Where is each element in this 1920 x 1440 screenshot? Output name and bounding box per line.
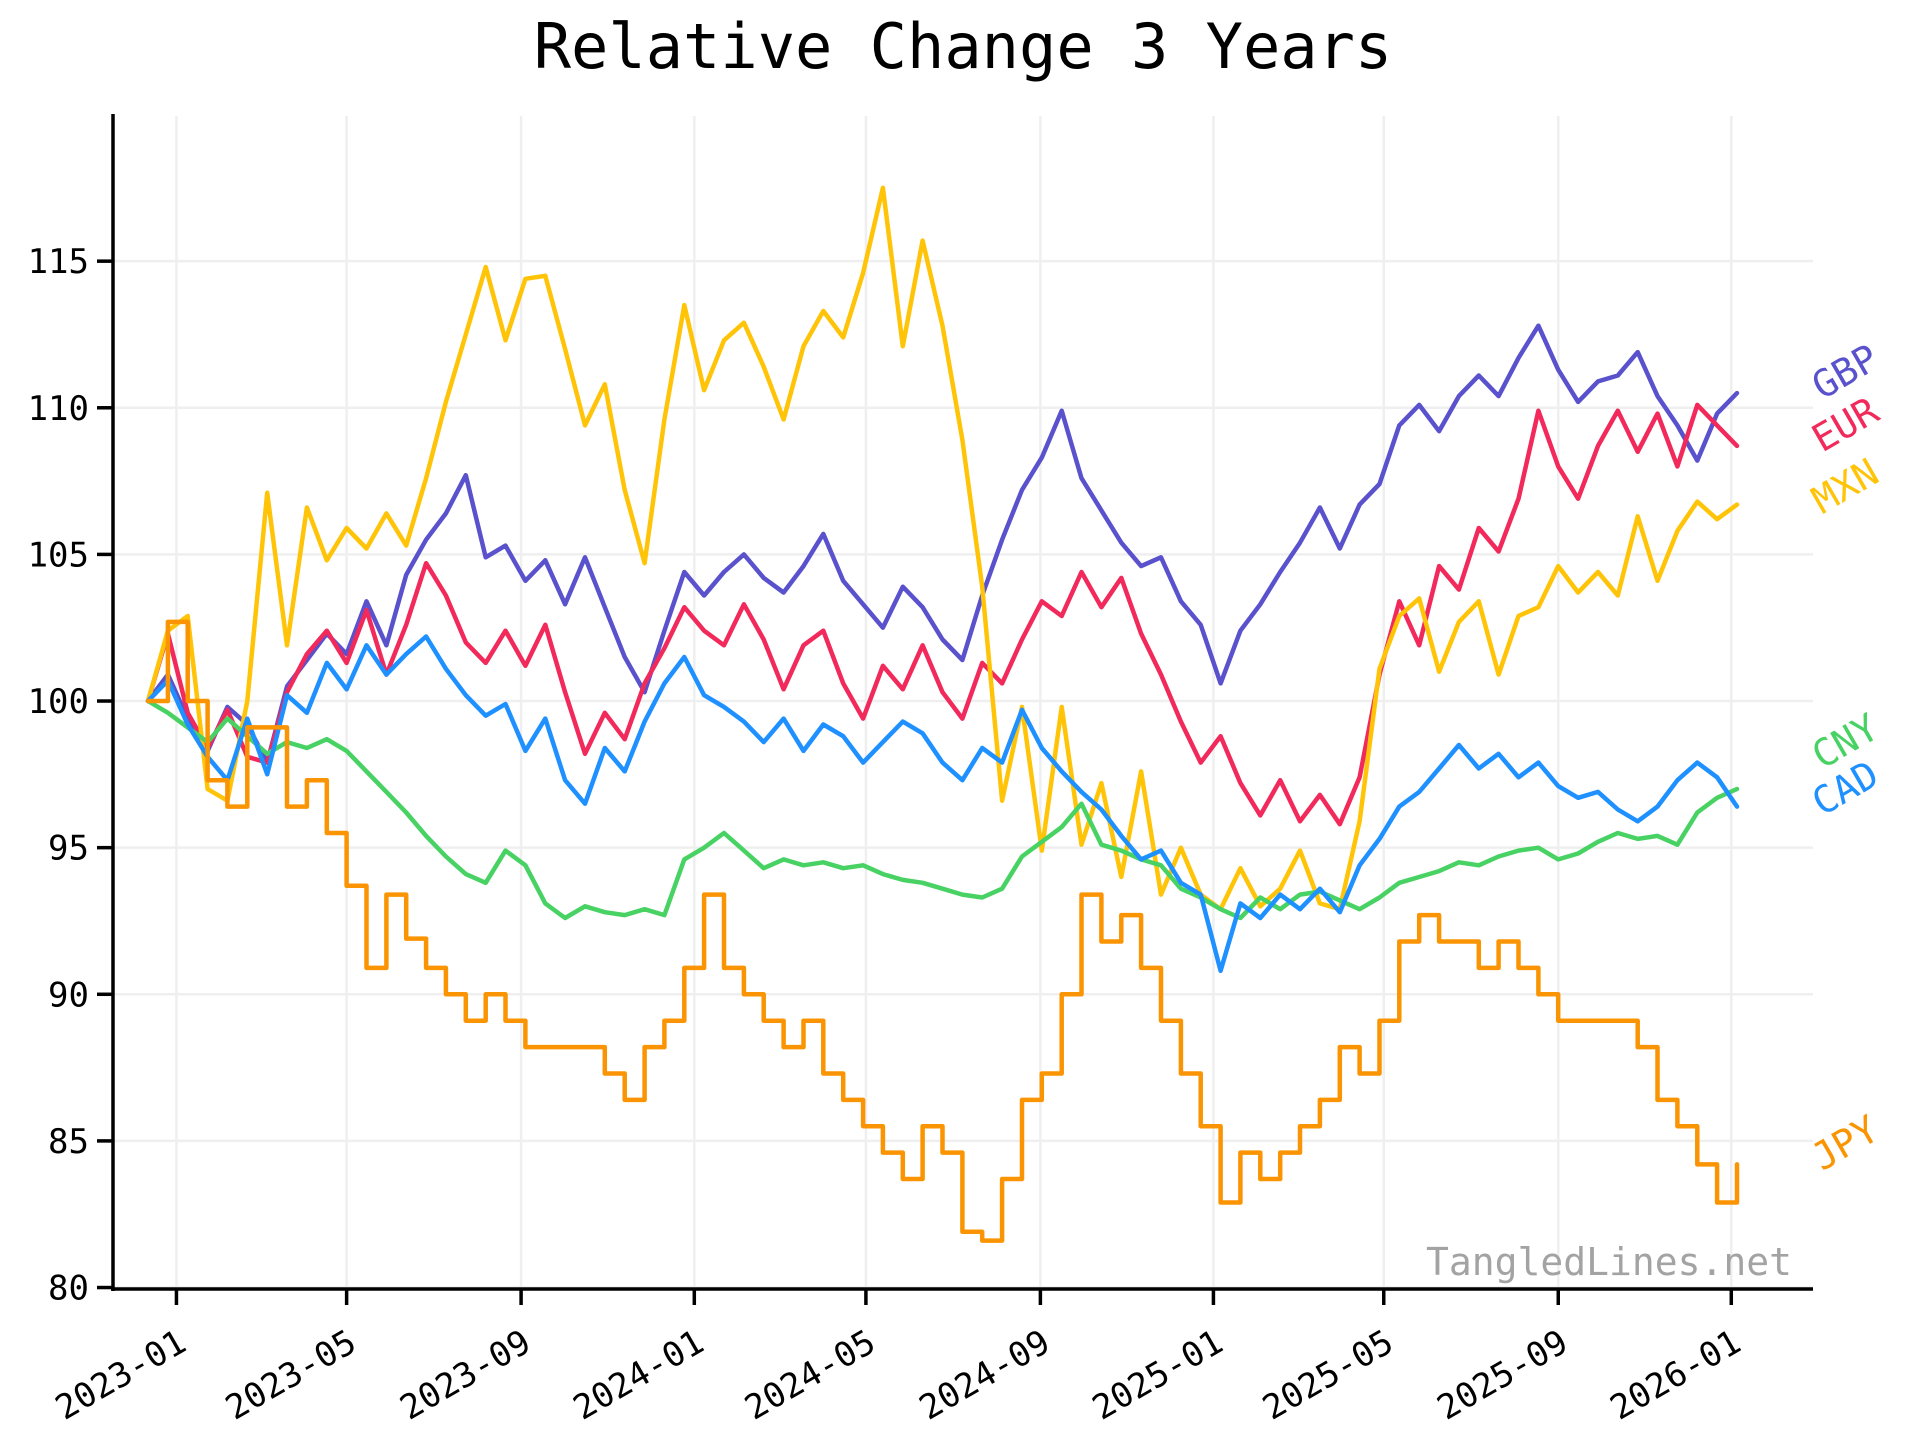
x-tick-label: 2023-05 (219, 1322, 363, 1428)
series-line-EUR (145, 402, 1740, 827)
series-line-GBP (145, 323, 1740, 765)
x-tick-label: 2023-01 (49, 1322, 193, 1428)
y-tick-label: 95 (48, 829, 89, 869)
x-tick-label: 2024-09 (913, 1322, 1057, 1428)
y-tick-label: 90 (48, 975, 89, 1015)
series-label-CAD: CAD (1805, 752, 1886, 824)
series-label-JPY: JPY (1805, 1107, 1887, 1179)
x-tick-label: 2026-01 (1604, 1322, 1748, 1428)
series-label-EUR: EUR (1805, 388, 1887, 460)
x-tick-label: 2025-05 (1256, 1322, 1400, 1428)
x-tick-label: 2023-09 (393, 1322, 537, 1428)
series-line-JPY (145, 619, 1740, 1243)
y-tick-label: 110 (28, 389, 89, 429)
x-tick-label: 2024-05 (738, 1322, 882, 1428)
y-tick-label: 80 (48, 1269, 89, 1309)
series-label-MXN: MXN (1805, 450, 1886, 522)
series-line-CNY (145, 698, 1740, 921)
y-tick-label: 85 (48, 1122, 89, 1162)
y-tick-label: 115 (28, 242, 89, 282)
series-line-CAD (145, 634, 1740, 974)
y-tick-label: 100 (28, 682, 89, 722)
series-line-MXN (145, 185, 1740, 912)
x-tick-label: 2025-09 (1431, 1322, 1575, 1428)
series-label-GBP: GBP (1805, 336, 1886, 408)
x-tick-label: 2024-01 (567, 1322, 711, 1428)
y-tick-label: 105 (28, 535, 89, 575)
x-tick-label: 2025-01 (1086, 1322, 1230, 1428)
watermark: TangledLines.net (1425, 1240, 1792, 1284)
chart-title: Relative Change 3 Years (533, 10, 1393, 83)
